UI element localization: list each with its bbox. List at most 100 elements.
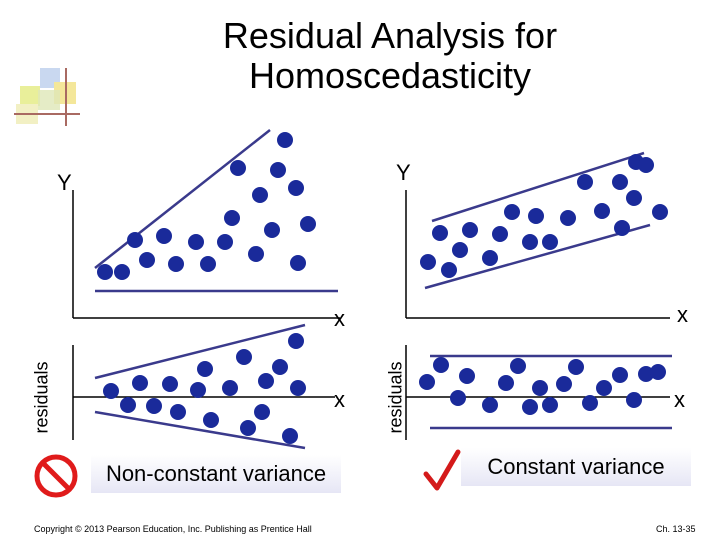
scatter-point-rb-6 [498,375,514,391]
right-top-lower-bound [424,223,651,290]
scatter-point-rb-4 [459,368,475,384]
slide-title: Residual Analysis for Homoscedasticity [130,16,650,96]
scatter-point-rb-2 [433,357,449,373]
scatter-point-lt-7 [188,234,204,250]
scatter-point-lt-10 [230,160,246,176]
footer-copyright: Copyright © 2013 Pearson Education, Inc.… [34,524,312,534]
scatter-point-lt-13 [252,187,268,203]
scatter-point-rb-8 [522,399,538,415]
scatter-point-rb-17 [638,366,654,382]
scatter-point-rt-19 [638,157,654,173]
title-line-1: Residual Analysis for [222,15,558,56]
scatter-point-lb-18 [290,380,306,396]
scatter-point-lb-11 [236,349,252,365]
scatter-point-lt-18 [290,255,306,271]
scatter-point-rt-18 [626,190,642,206]
scatter-point-rb-7 [510,358,526,374]
scatter-point-rt-16 [614,220,630,236]
scatter-point-rt-10 [528,208,544,224]
scatter-point-rt-2 [432,225,448,241]
right-top-x-label: x [677,302,688,327]
scatter-point-rb-5 [482,397,498,413]
scatter-point-lt-12 [248,246,264,262]
scatter-point-lt-1 [97,264,113,280]
scatter-point-lt-16 [277,132,293,148]
scatter-point-rb-3 [450,390,466,406]
scatter-point-lb-6 [170,404,186,420]
scatter-point-lt-5 [156,228,172,244]
scatter-point-rb-11 [556,376,572,392]
right-caption: Constant variance [461,448,691,486]
scatter-point-rt-9 [522,234,538,250]
scatter-point-lt-6 [168,256,184,272]
scatter-point-lb-14 [258,373,274,389]
left-top-panel [72,129,340,319]
left-top-upper-bound [94,129,271,269]
left-bottom-y-label: residuals [31,361,52,434]
scatter-point-rb-13 [582,395,598,411]
scatter-point-rb-14 [596,380,612,396]
scatter-point-lb-12 [240,420,256,436]
scatter-point-rb-16 [626,392,642,408]
scatter-point-rt-6 [482,250,498,266]
right-top-y-label: Y [396,160,411,185]
left-bottom-x-label: x [334,387,345,412]
scatter-point-rb-15 [612,367,628,383]
scatter-point-lt-17 [288,180,304,196]
scatter-point-lb-16 [282,428,298,444]
scatter-points [97,132,668,444]
scatter-point-rt-1 [420,254,436,270]
scatter-point-lb-4 [146,398,162,414]
scatter-point-lb-7 [190,382,206,398]
scatter-point-lt-11 [224,210,240,226]
scatter-point-lb-1 [103,383,119,399]
scatter-point-lt-8 [200,256,216,272]
scatter-point-lt-15 [270,162,286,178]
scatter-point-lt-19 [300,216,316,232]
scatter-point-rt-12 [560,210,576,226]
scatter-point-lt-14 [264,222,280,238]
right-bottom-panel [405,345,672,440]
scatter-point-rt-8 [504,204,520,220]
scatter-point-rt-4 [452,242,468,258]
scatter-point-rt-15 [612,174,628,190]
scatter-point-lb-13 [254,404,270,420]
scatter-point-lb-9 [203,412,219,428]
scatter-point-lb-10 [222,380,238,396]
scatter-point-lb-15 [272,359,288,375]
scatter-point-lt-3 [127,232,143,248]
scatter-point-lt-4 [139,252,155,268]
right-top-upper-bound [431,151,645,223]
scatter-point-rt-13 [577,174,593,190]
scatter-point-rt-14 [594,203,610,219]
left-bottom-panel [72,323,335,450]
left-top-y-label: Y [57,170,72,195]
right-bottom-y-label: residuals [385,361,406,434]
right-top-panel [405,151,670,319]
scatter-point-rb-9 [532,380,548,396]
scatter-point-rb-10 [542,397,558,413]
left-top-x-label: x [334,306,345,331]
scatter-point-rt-20 [652,204,668,220]
scatter-point-rb-18 [650,364,666,380]
scatter-point-rb-1 [419,374,435,390]
scatter-point-lb-5 [162,376,178,392]
right-bottom-x-label: x [674,387,685,412]
left-bottom-upper-bound [94,323,306,380]
scatter-point-rt-11 [542,234,558,250]
footer-page-number: Ch. 13-35 [656,524,696,534]
scatter-point-rt-7 [492,226,508,242]
scatter-point-rb-12 [568,359,584,375]
scatter-point-rt-5 [462,222,478,238]
checkmark-icon [422,448,462,494]
title-line-2: Homoscedasticity [248,55,532,96]
left-caption: Non-constant variance [91,455,341,493]
scatter-point-lb-8 [197,361,213,377]
left-bottom-lower-bound [94,410,306,450]
prohibited-icon [33,453,79,499]
scatter-point-lb-3 [132,375,148,391]
decorative-squares-logo [12,66,82,128]
scatter-point-lb-2 [120,397,136,413]
scatter-point-lt-9 [217,234,233,250]
